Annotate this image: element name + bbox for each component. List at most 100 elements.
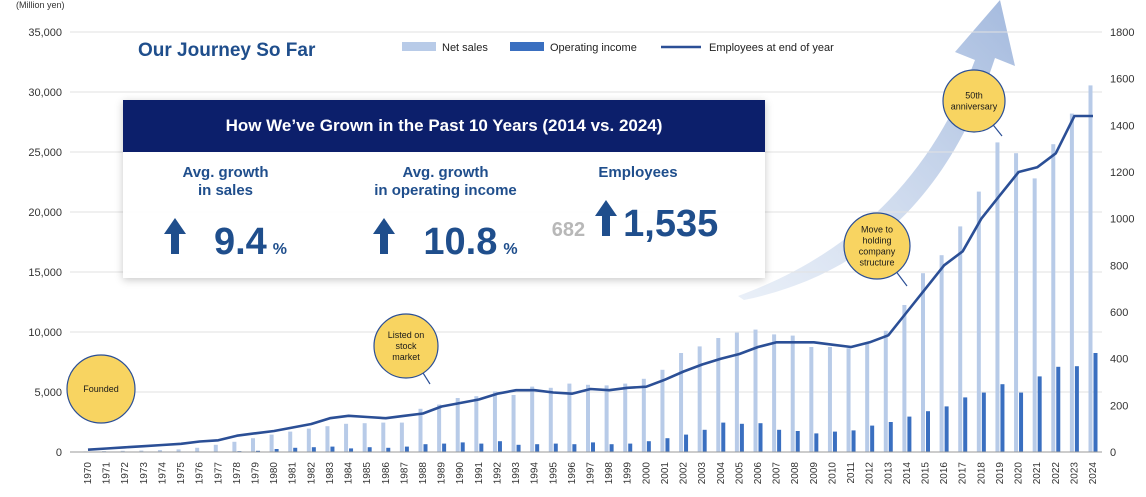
bar-net-sales — [157, 450, 162, 452]
callout-bubble — [373, 313, 439, 379]
bar-operating-income — [572, 444, 577, 452]
y-tick-label: 5,000 — [34, 387, 62, 399]
callout-text: market — [392, 352, 420, 362]
bar-operating-income — [1019, 392, 1024, 452]
bar-net-sales — [418, 408, 423, 452]
bar-net-sales — [269, 434, 274, 452]
bar-net-sales — [958, 226, 963, 452]
x-tick-label: 2000 — [641, 462, 652, 485]
bar-net-sales — [325, 426, 330, 452]
y2-tick-label: 1400 — [1110, 120, 1134, 132]
bar-operating-income — [1074, 366, 1079, 452]
bar-net-sales — [679, 353, 684, 452]
bar-net-sales — [734, 332, 739, 452]
stat-value: 1,535 — [623, 203, 719, 245]
bar-net-sales — [1051, 144, 1056, 452]
y-tick-label: 30,000 — [28, 87, 62, 99]
x-tick-label: 2007 — [772, 462, 783, 485]
bar-operating-income — [870, 425, 875, 452]
x-tick-label: 1996 — [567, 462, 578, 485]
callout-bubble — [942, 69, 1006, 133]
bar-operating-income — [851, 430, 856, 452]
stat-label: Avg. growth in operating income — [323, 164, 568, 200]
bar-net-sales — [306, 428, 311, 452]
y2-tick-label: 1200 — [1110, 167, 1134, 179]
stat-sales-growth: Avg. growth in sales 9.4 % — [123, 164, 328, 262]
bar-operating-income — [349, 448, 354, 452]
bar-net-sales — [381, 422, 386, 452]
x-tick-label: 1992 — [492, 462, 503, 485]
bar-net-sales — [772, 334, 777, 452]
employees-line — [87, 114, 1093, 451]
bar-net-sales — [548, 387, 553, 452]
stat-label-line2: in sales — [197, 182, 254, 199]
bar-net-sales — [1032, 178, 1037, 452]
stat-value: 10.8 — [423, 221, 498, 263]
growth-summary-panel: How We’ve Grown in the Past 10 Years (20… — [123, 100, 765, 278]
chart-title: Our Journey So Far — [138, 40, 316, 61]
bar-operating-income — [479, 443, 484, 452]
bar-operating-income — [460, 442, 465, 452]
stat-previous-value: 682 — [551, 219, 586, 241]
x-tick-label: 2024 — [1088, 462, 1099, 485]
y-tick-label: 10,000 — [28, 327, 62, 339]
stat-value: 9.4 — [213, 221, 267, 263]
callout-text: company — [859, 247, 896, 257]
bar-operating-income — [311, 447, 316, 452]
y2-tick-label: 200 — [1110, 400, 1128, 412]
callout-bubble — [843, 212, 911, 280]
bar-net-sales — [604, 385, 609, 452]
bar-operating-income — [404, 446, 409, 452]
bar-operating-income — [442, 443, 447, 452]
x-tick-label: 2020 — [1014, 462, 1025, 485]
bar-operating-income — [888, 422, 893, 452]
y2-tick-label: 1600 — [1110, 74, 1134, 86]
bar-net-sales — [251, 438, 255, 452]
x-tick-label: 2019 — [995, 462, 1006, 485]
employees-line-group — [87, 114, 1093, 451]
bar-net-sales — [176, 449, 181, 452]
bar-net-sales — [344, 423, 349, 452]
y-tick-label: 0 — [56, 447, 62, 459]
y2-tick-label: 800 — [1110, 260, 1128, 272]
x-tick-label: 1986 — [381, 462, 392, 485]
stat-value-row: 682 1,535 — [523, 200, 753, 244]
bar-net-sales — [437, 404, 442, 452]
x-tick-label: 2012 — [865, 462, 876, 485]
bar-net-sales — [623, 383, 628, 452]
bar-net-sales — [455, 398, 460, 452]
bar-operating-income — [1037, 376, 1042, 452]
y2-tick-label: 1800 — [1110, 27, 1134, 39]
x-tick-label: 2014 — [902, 462, 913, 485]
x-tick-label: 1987 — [399, 462, 410, 485]
axes: 0 5,000 10,000 15,000 20,000 25,000 30,000 35,0… — [28, 27, 1134, 484]
bar-operating-income — [423, 444, 428, 452]
x-tick-label: 1972 — [120, 462, 131, 485]
bar-net-sales — [1088, 85, 1093, 453]
callout-text: Listed on — [388, 330, 425, 340]
bar-operating-income — [758, 423, 763, 452]
x-tick-label: 1980 — [269, 462, 280, 485]
bar-net-sales — [139, 450, 144, 452]
bar-operating-income — [739, 423, 744, 452]
y-tick-label: 20,000 — [28, 207, 62, 219]
x-tick-label: 1976 — [195, 462, 206, 485]
x-tick-label: 1978 — [232, 462, 243, 485]
legend-label-employees: Employees at end of year — [709, 42, 834, 54]
stat-value-row: 10.8 % — [323, 218, 568, 262]
bar-net-sales — [716, 338, 721, 452]
bar-net-sales — [362, 423, 367, 452]
y-axis-unit: (Million yen) — [16, 0, 65, 10]
bar-net-sales — [883, 330, 888, 452]
bar-operating-income — [963, 397, 968, 452]
callout-text: anniversary — [951, 102, 998, 112]
callout-text: Founded — [83, 384, 119, 394]
bar-operating-income — [777, 429, 782, 452]
bar-operating-income — [907, 416, 912, 452]
bar-net-sales — [399, 422, 404, 452]
x-tick-label: 1990 — [455, 462, 466, 485]
bar-operating-income — [293, 447, 298, 452]
x-tick-label: 2010 — [827, 462, 838, 485]
stat-unit: % — [272, 241, 288, 258]
stat-label-line1: Employees — [598, 164, 678, 181]
